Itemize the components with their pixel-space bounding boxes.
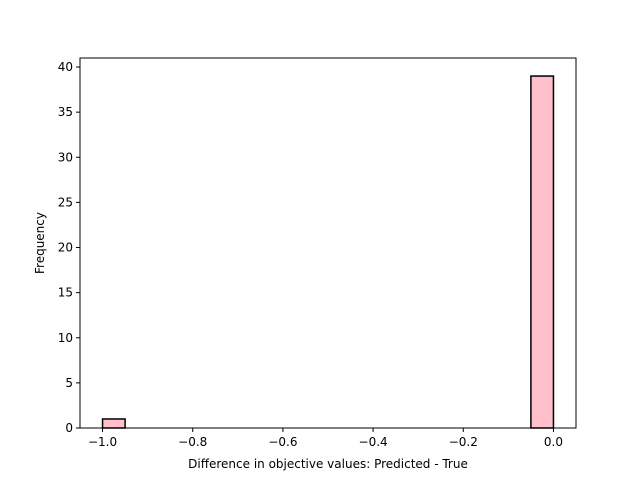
y-tick-label: 25 [58,195,73,209]
y-tick-label: 35 [58,105,73,119]
y-tick-label: 10 [58,331,73,345]
histogram-bar [530,75,555,429]
histogram-bar [101,418,126,429]
y-axis-label: Frequency [33,212,47,274]
x-tick-label: −0.6 [268,435,297,449]
y-tick-label: 40 [58,60,73,74]
y-tick-label: 20 [58,241,73,255]
x-tick-label: −0.2 [449,435,478,449]
y-axis-ticks: 0 5 10 15 20 25 30 35 40 [58,60,80,435]
x-tick-label: 0.0 [544,435,563,449]
x-tick-label: −0.4 [359,435,388,449]
histogram-bars [101,75,555,429]
y-tick-label: 30 [58,150,73,164]
x-tick-label: −0.8 [178,435,207,449]
plot-frame [79,57,577,429]
x-axis-label: Difference in objective values: Predicte… [188,457,468,471]
x-axis-ticks: −1.0 −0.8 −0.6 −0.4 −0.2 0.0 [88,428,563,449]
x-tick-label: −1.0 [88,435,117,449]
y-tick-label: 5 [65,376,73,390]
y-tick-label: 15 [58,286,73,300]
y-tick-label: 0 [65,421,73,435]
